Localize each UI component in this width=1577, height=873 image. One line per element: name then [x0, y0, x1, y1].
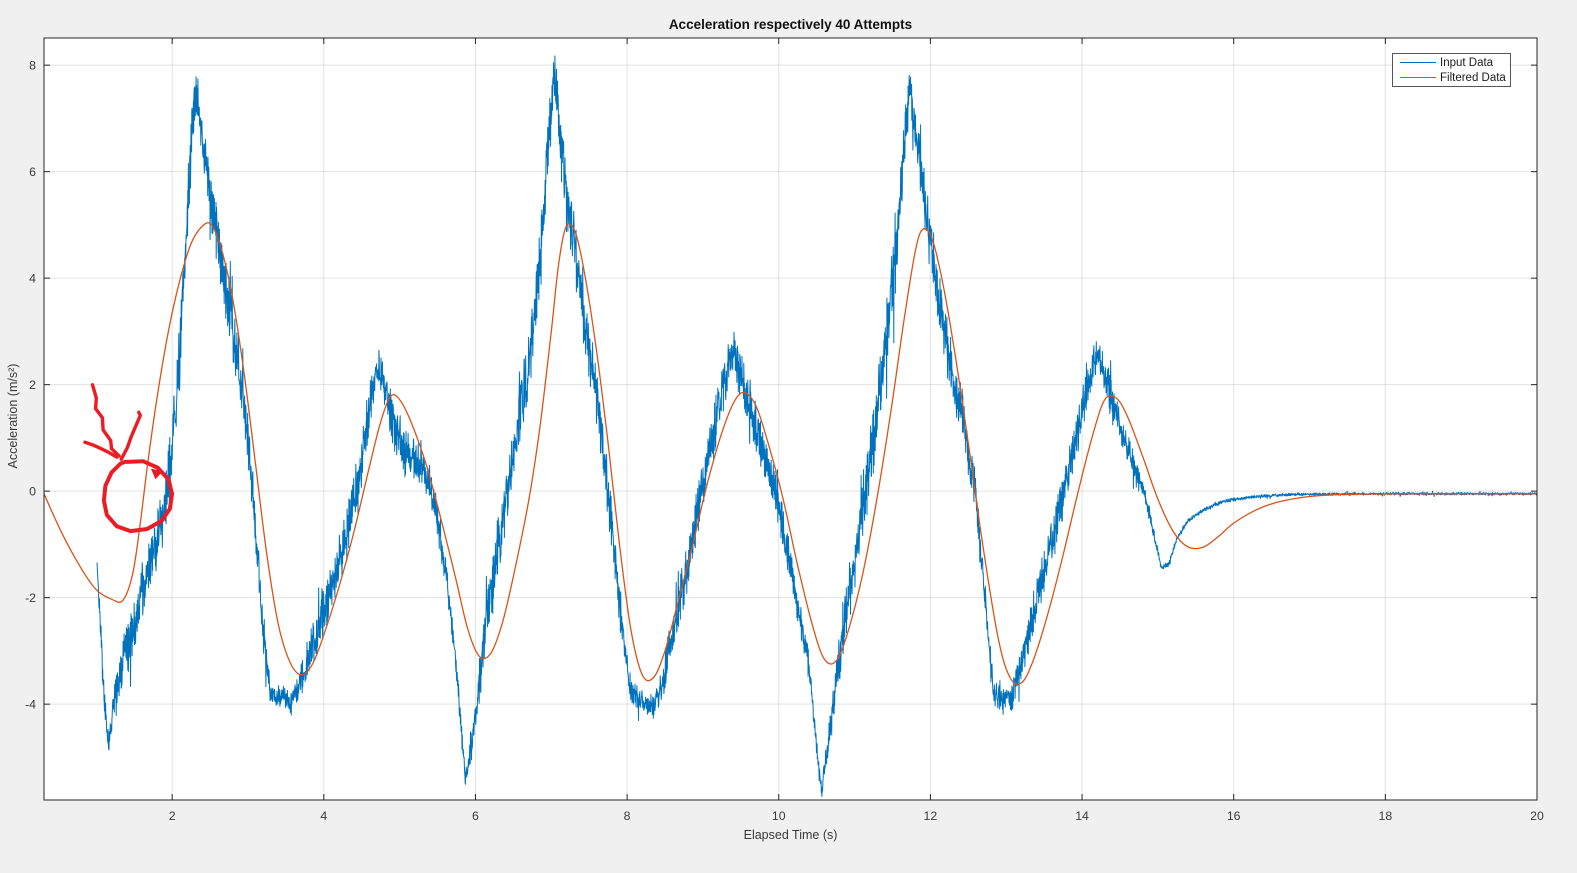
y-tick-label: 4 — [29, 271, 36, 285]
x-tick-label: 10 — [772, 809, 786, 823]
annotation-arrowhead — [150, 468, 163, 480]
annotation-circle — [101, 459, 175, 534]
x-tick-label: 20 — [1530, 809, 1544, 823]
y-tick-label: 8 — [29, 58, 36, 72]
axes-box — [43, 37, 1538, 801]
plot-background — [44, 38, 1537, 800]
x-tick-label: 16 — [1227, 809, 1241, 823]
chart-title: Acceleration respectively 40 Attempts — [668, 17, 913, 32]
annotation-arrow-left-head — [83, 440, 119, 459]
y-tick-label: 6 — [29, 165, 36, 179]
filtered-data-series — [44, 222, 1537, 685]
x-tick-label: 14 — [1075, 809, 1089, 823]
x-tick-label: 6 — [472, 809, 479, 823]
legend-label-input: Input Data — [1440, 56, 1494, 69]
annotation-arrow-shaft — [90, 383, 121, 458]
x-axis-label: Elapsed Time (s) — [743, 828, 838, 842]
y-tick-label: 0 — [29, 484, 36, 498]
y-tick-label: 2 — [29, 378, 36, 392]
legend-row-filtered: Filtered Data — [1393, 71, 1510, 84]
input-data-series — [96, 55, 1537, 797]
series-group — [44, 55, 1537, 797]
annotation-arrow-right-branch — [119, 410, 142, 461]
x-tick-label: 18 — [1379, 809, 1393, 823]
input-data-line-sample — [1400, 62, 1436, 63]
legend-label-filtered: Filtered Data — [1440, 71, 1506, 84]
x-tick-label: 12 — [924, 809, 938, 823]
x-tick-label: 4 — [320, 809, 327, 823]
y-tick-label: -4 — [25, 697, 36, 711]
filtered-data-line-sample — [1400, 77, 1436, 78]
x-tick-label: 2 — [169, 809, 176, 823]
x-tick-label: 8 — [624, 809, 631, 823]
legend-row-input: Input Data — [1393, 56, 1510, 69]
legend[interactable]: Input Data Filtered Data — [1392, 53, 1511, 87]
y-tick-label: -2 — [25, 591, 36, 605]
